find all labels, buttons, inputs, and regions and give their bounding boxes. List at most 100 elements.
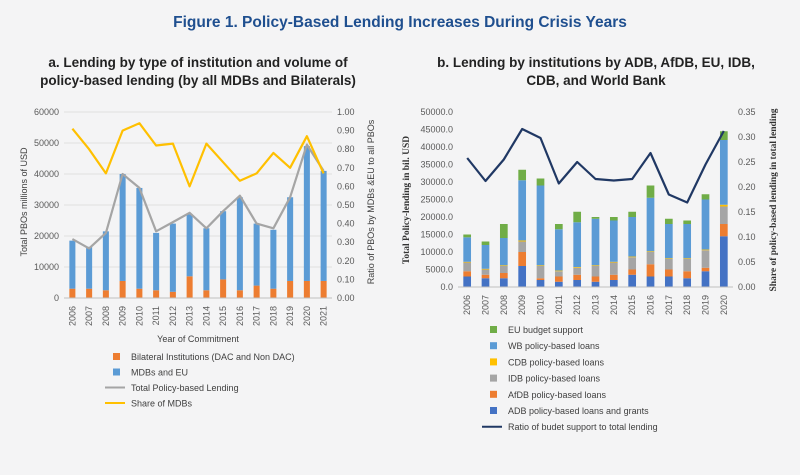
chart-b-bar-eu-budget-support (719, 131, 728, 140)
chart-b-xtick-label: 2018 (682, 295, 692, 315)
chart-b-bar-wb-policy-based-loans (499, 238, 508, 266)
chart-b-bar-adb-policy-based-loans-and-grants (683, 278, 692, 287)
chart-a-xtick-label: 2009 (118, 306, 128, 326)
chart-a-y2tick-label: 0.90 (337, 126, 355, 136)
chart-a-y2tick-label: 0.40 (337, 219, 355, 229)
chart-b-bar-idb-policy-based-loans (554, 271, 563, 277)
chart-a-bar-mdbs-and-eu (153, 232, 160, 291)
chart-b-bar-afdb-policy-based-loans (481, 274, 490, 279)
chart-b-y2label: Share of policy-based lending in total l… (769, 108, 779, 291)
chart-a-legend-label: Total Policy-based Lending (131, 383, 239, 393)
chart-a-ytick-label: 40000 (34, 169, 59, 179)
chart-a-legend-swatch (113, 368, 120, 376)
chart-b-ytick-label: 35000.0 (420, 160, 453, 170)
chart-b-bar-eu-budget-support (536, 178, 545, 186)
chart-b-bar-adb-policy-based-loans-and-grants (609, 280, 618, 287)
chart-b-bar-afdb-policy-based-loans (609, 274, 618, 280)
chart-b-bar-idb-policy-based-loans (609, 262, 618, 275)
chart-b-legend-label: WB policy-based loans (508, 341, 600, 351)
chart-b-ytick-label: 10000.0 (420, 247, 453, 257)
chart-a-bar-bilateral-institutions-dac-and-non-dac (69, 288, 76, 298)
chart-b-bar-idb-policy-based-loans (664, 259, 673, 270)
chart-b-bar-adb-policy-based-loans-and-grants (481, 278, 490, 287)
chart-a-bar-mdbs-and-eu (203, 228, 210, 291)
chart-b-bar-eu-budget-support (609, 217, 618, 221)
chart-a-xtick-label: 2017 (252, 306, 262, 326)
chart-b-bar-adb-policy-based-loans-and-grants (518, 266, 527, 287)
chart-b-legend-swatch (490, 390, 497, 398)
chart-b-y2tick-label: 0.20 (738, 182, 756, 192)
chart-b-title-line2: CDB, and World Bank (526, 73, 666, 88)
chart-a-y2tick-label: 0.30 (337, 237, 355, 247)
chart-b-bar-afdb-policy-based-loans (573, 274, 582, 280)
chart-b-bar-cdb-policy-based-loans (701, 249, 710, 251)
chart-a-bar-bilateral-institutions-dac-and-non-dac (153, 290, 160, 298)
chart-b-ytick-label: 5000.0 (425, 265, 453, 275)
chart-a-title-line2: policy-based lending (by all MDBs and Bi… (40, 73, 356, 88)
chart-a-title-line1: a. Lending by type of institution and vo… (48, 55, 348, 70)
chart-a-bar-bilateral-institutions-dac-and-non-dac (86, 288, 93, 298)
chart-b-bar-wb-policy-based-loans (701, 199, 710, 250)
chart-b-ytick-label: 45000.0 (420, 125, 453, 135)
chart-b-xtick-label: 2008 (499, 295, 509, 315)
chart-b-xtick-label: 2009 (517, 295, 527, 315)
chart-b-bar-adb-policy-based-loans-and-grants (628, 274, 637, 287)
chart-b-bar-cdb-policy-based-loans (591, 265, 600, 266)
chart-b-bar-wb-policy-based-loans (683, 224, 692, 259)
chart-b-bar-cdb-policy-based-loans (628, 256, 637, 258)
chart-b-bar-wb-policy-based-loans (481, 245, 490, 269)
chart-a-bar-mdbs-and-eu (69, 240, 76, 289)
chart-a-xtick-label: 2016 (235, 306, 245, 326)
chart-a-bar-bilateral-institutions-dac-and-non-dac (136, 288, 143, 298)
chart-b-xtick-label: 2015 (627, 295, 637, 315)
chart-b-bar-idb-policy-based-loans (646, 252, 655, 265)
figure-title: Figure 1. Policy-Based Lending Increases… (173, 14, 627, 31)
chart-a-xtick-label: 2015 (218, 306, 228, 326)
chart-b-bar-wb-policy-based-loans (554, 229, 563, 271)
chart-b-legend-label: IDB policy-based loans (508, 374, 601, 384)
chart-b-y2tick-label: 0.25 (738, 157, 756, 167)
chart-b-y2tick-label: 0.10 (738, 232, 756, 242)
chart-a-y2tick-label: 0.10 (337, 274, 355, 284)
chart-b-y2tick-label: 0.30 (738, 132, 756, 142)
chart-b-bar-afdb-policy-based-loans (701, 267, 710, 272)
chart-b-bar-eu-budget-support (499, 224, 508, 238)
chart-b-bar-eu-budget-support (463, 234, 472, 238)
chart-a-xtick-label: 2010 (134, 306, 144, 326)
chart-a-legend-label: MDBs and EU (131, 368, 188, 378)
chart-a-ytick-label: 60000 (34, 107, 59, 117)
chart-b-bar-wb-policy-based-loans (518, 180, 527, 241)
chart-b-line-ratio-of-budet-support-to-total-lending (466, 127, 725, 204)
chart-b-bar-eu-budget-support (554, 224, 563, 230)
chart-b-legend-label: AfDB policy-based loans (508, 390, 607, 400)
chart-b-title-line1: b. Lending by institutions by ADB, AfDB,… (437, 55, 755, 70)
chart-a-xtick-label: 2011 (151, 306, 161, 325)
chart-b-xtick-label: 2007 (481, 295, 491, 315)
chart-b-bar-wb-policy-based-loans (628, 217, 637, 257)
chart-a-bar-bilateral-institutions-dac-and-non-dac (303, 280, 310, 298)
chart-a-y2tick-label: 0.60 (337, 181, 355, 191)
chart-a: 0 10000 20000 30000 40000 50000 60000 0.00 0.10 0… (34, 107, 355, 326)
chart-b-bar-idb-policy-based-loans (463, 262, 472, 272)
chart-a-xtick-label: 2018 (268, 306, 278, 326)
chart-b-bar-idb-policy-based-loans (701, 250, 710, 268)
chart-b-bar-afdb-policy-based-loans (664, 269, 673, 277)
chart-b-bar-adb-policy-based-loans-and-grants (664, 276, 673, 287)
chart-b-ytick-label: 20000.0 (420, 212, 453, 222)
chart-b-bar-idb-policy-based-loans (719, 206, 728, 224)
chart-a-bar-mdbs-and-eu (236, 197, 243, 291)
chart-b-y2tick-label: 0.00 (738, 282, 756, 292)
chart-b-bar-idb-policy-based-loans (591, 266, 600, 277)
chart-a-ytick-label: 50000 (34, 138, 59, 148)
chart-b-bar-adb-policy-based-loans-and-grants (463, 276, 472, 287)
chart-b-bar-afdb-policy-based-loans (463, 271, 472, 277)
chart-b-bar-wb-policy-based-loans (591, 218, 600, 266)
chart-b-xtick-label: 2014 (609, 295, 619, 315)
chart-b-bar-afdb-policy-based-loans (499, 273, 508, 279)
chart-b-legend: EU budget support WB policy-based loans CD… (482, 325, 658, 432)
chart-b-bar-cdb-policy-based-loans (536, 265, 545, 266)
chart-a-line-share-of-mdbs (71, 122, 325, 188)
chart-b-y2tick-label: 0.35 (738, 107, 756, 117)
chart-a-ylabel: Total PBOs millions of USD (19, 147, 29, 257)
chart-a-y2tick-label: 0.80 (337, 144, 355, 154)
